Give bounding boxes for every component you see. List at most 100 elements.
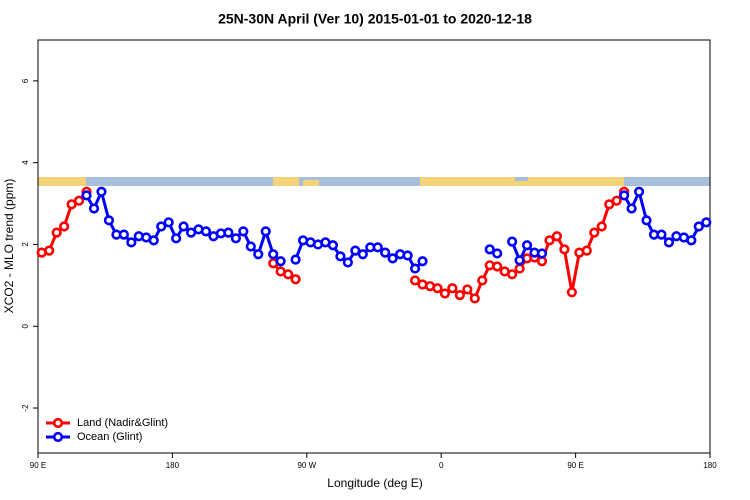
x-axis-label: Longitude (deg E) xyxy=(327,476,422,490)
data-point xyxy=(626,203,637,214)
data-point xyxy=(566,287,577,298)
data-point xyxy=(268,249,279,260)
data-point xyxy=(283,269,294,280)
plot-frame xyxy=(37,39,711,454)
y-tick-label: 0 xyxy=(21,323,30,328)
data-point xyxy=(492,248,503,259)
ocean-band xyxy=(38,177,710,186)
land-band xyxy=(528,177,624,186)
data-point xyxy=(81,190,92,201)
data-point xyxy=(544,235,555,246)
data-point xyxy=(245,241,256,252)
data-point xyxy=(454,290,465,301)
data-point xyxy=(118,229,129,240)
data-point xyxy=(96,186,107,197)
data-point xyxy=(462,284,473,295)
data-point xyxy=(596,221,607,232)
data-point xyxy=(536,248,548,259)
x-tick-label: 90 E xyxy=(567,461,583,470)
y-axis-label: XCO2 - MLO trend (ppm) xyxy=(2,179,16,314)
data-point xyxy=(701,217,712,228)
data-point xyxy=(477,275,488,286)
x-tick-label: 180 xyxy=(703,461,717,470)
data-point xyxy=(200,226,212,237)
data-point xyxy=(44,245,55,256)
data-point xyxy=(66,199,77,210)
data-point xyxy=(447,283,458,294)
data-point xyxy=(619,190,630,201)
data-point xyxy=(521,240,533,251)
data-point xyxy=(641,215,652,226)
data-point xyxy=(559,244,570,255)
data-point xyxy=(230,233,241,244)
data-point xyxy=(171,233,182,244)
data-point xyxy=(290,254,301,265)
data-point xyxy=(469,293,480,304)
data-point xyxy=(514,263,525,274)
data-point xyxy=(492,261,503,272)
data-point xyxy=(536,256,548,267)
data-point xyxy=(126,237,137,248)
data-point xyxy=(342,257,353,268)
data-point xyxy=(275,256,286,267)
legend-label: Land (Nadir&Glint) xyxy=(77,417,168,429)
data-point xyxy=(589,227,600,238)
chart-title: 25N-30N April (Ver 10) 2015-01-01 to 202… xyxy=(218,11,532,27)
data-point xyxy=(507,236,518,247)
data-point xyxy=(432,283,443,294)
land-band xyxy=(420,177,515,186)
map-band xyxy=(38,177,710,186)
data-point xyxy=(163,217,174,228)
land-band xyxy=(303,180,319,186)
data-point xyxy=(507,269,518,280)
data-point xyxy=(73,195,85,206)
land-band xyxy=(38,177,86,186)
data-point xyxy=(551,231,563,242)
legend-marker xyxy=(52,431,64,443)
data-point xyxy=(156,221,167,232)
data-point xyxy=(238,226,249,237)
y-tick-label: -2 xyxy=(21,404,30,412)
data-point xyxy=(686,235,697,246)
data-point xyxy=(387,253,398,264)
data-point xyxy=(59,221,70,232)
data-point xyxy=(335,251,346,262)
data-point xyxy=(148,235,159,246)
y-tick-label: 2 xyxy=(21,242,30,247)
data-point xyxy=(290,274,301,285)
x-tick-label: 90 W xyxy=(297,461,316,470)
land-band xyxy=(515,181,528,186)
data-point xyxy=(656,229,667,240)
data-point xyxy=(223,227,234,238)
x-tick-label: 0 xyxy=(439,461,444,470)
data-point xyxy=(372,242,383,253)
data-point xyxy=(663,237,675,248)
x-tick-label: 90 E xyxy=(30,461,46,470)
data-point xyxy=(402,250,413,261)
data-point xyxy=(409,263,421,274)
x-tick-label: 180 xyxy=(166,461,180,470)
data-point xyxy=(357,249,368,260)
y-tick-label: 6 xyxy=(21,78,30,83)
land-band xyxy=(273,177,299,186)
data-point xyxy=(439,288,451,299)
data-point xyxy=(514,255,525,266)
data-point xyxy=(260,226,271,237)
data-point xyxy=(253,249,264,260)
data-point xyxy=(693,221,704,232)
data-point xyxy=(350,245,361,256)
legend-marker xyxy=(52,417,64,429)
data-point xyxy=(88,203,100,214)
data-point xyxy=(380,247,391,258)
data-point xyxy=(51,227,62,238)
data-point xyxy=(611,195,622,206)
data-point xyxy=(409,275,421,286)
data-point xyxy=(633,186,645,197)
data-point xyxy=(484,244,495,255)
data-point xyxy=(103,215,115,226)
data-point xyxy=(604,199,615,210)
legend-label: Ocean (Glint) xyxy=(77,431,142,443)
data-point xyxy=(417,256,428,267)
y-tick-label: 4 xyxy=(21,160,30,165)
